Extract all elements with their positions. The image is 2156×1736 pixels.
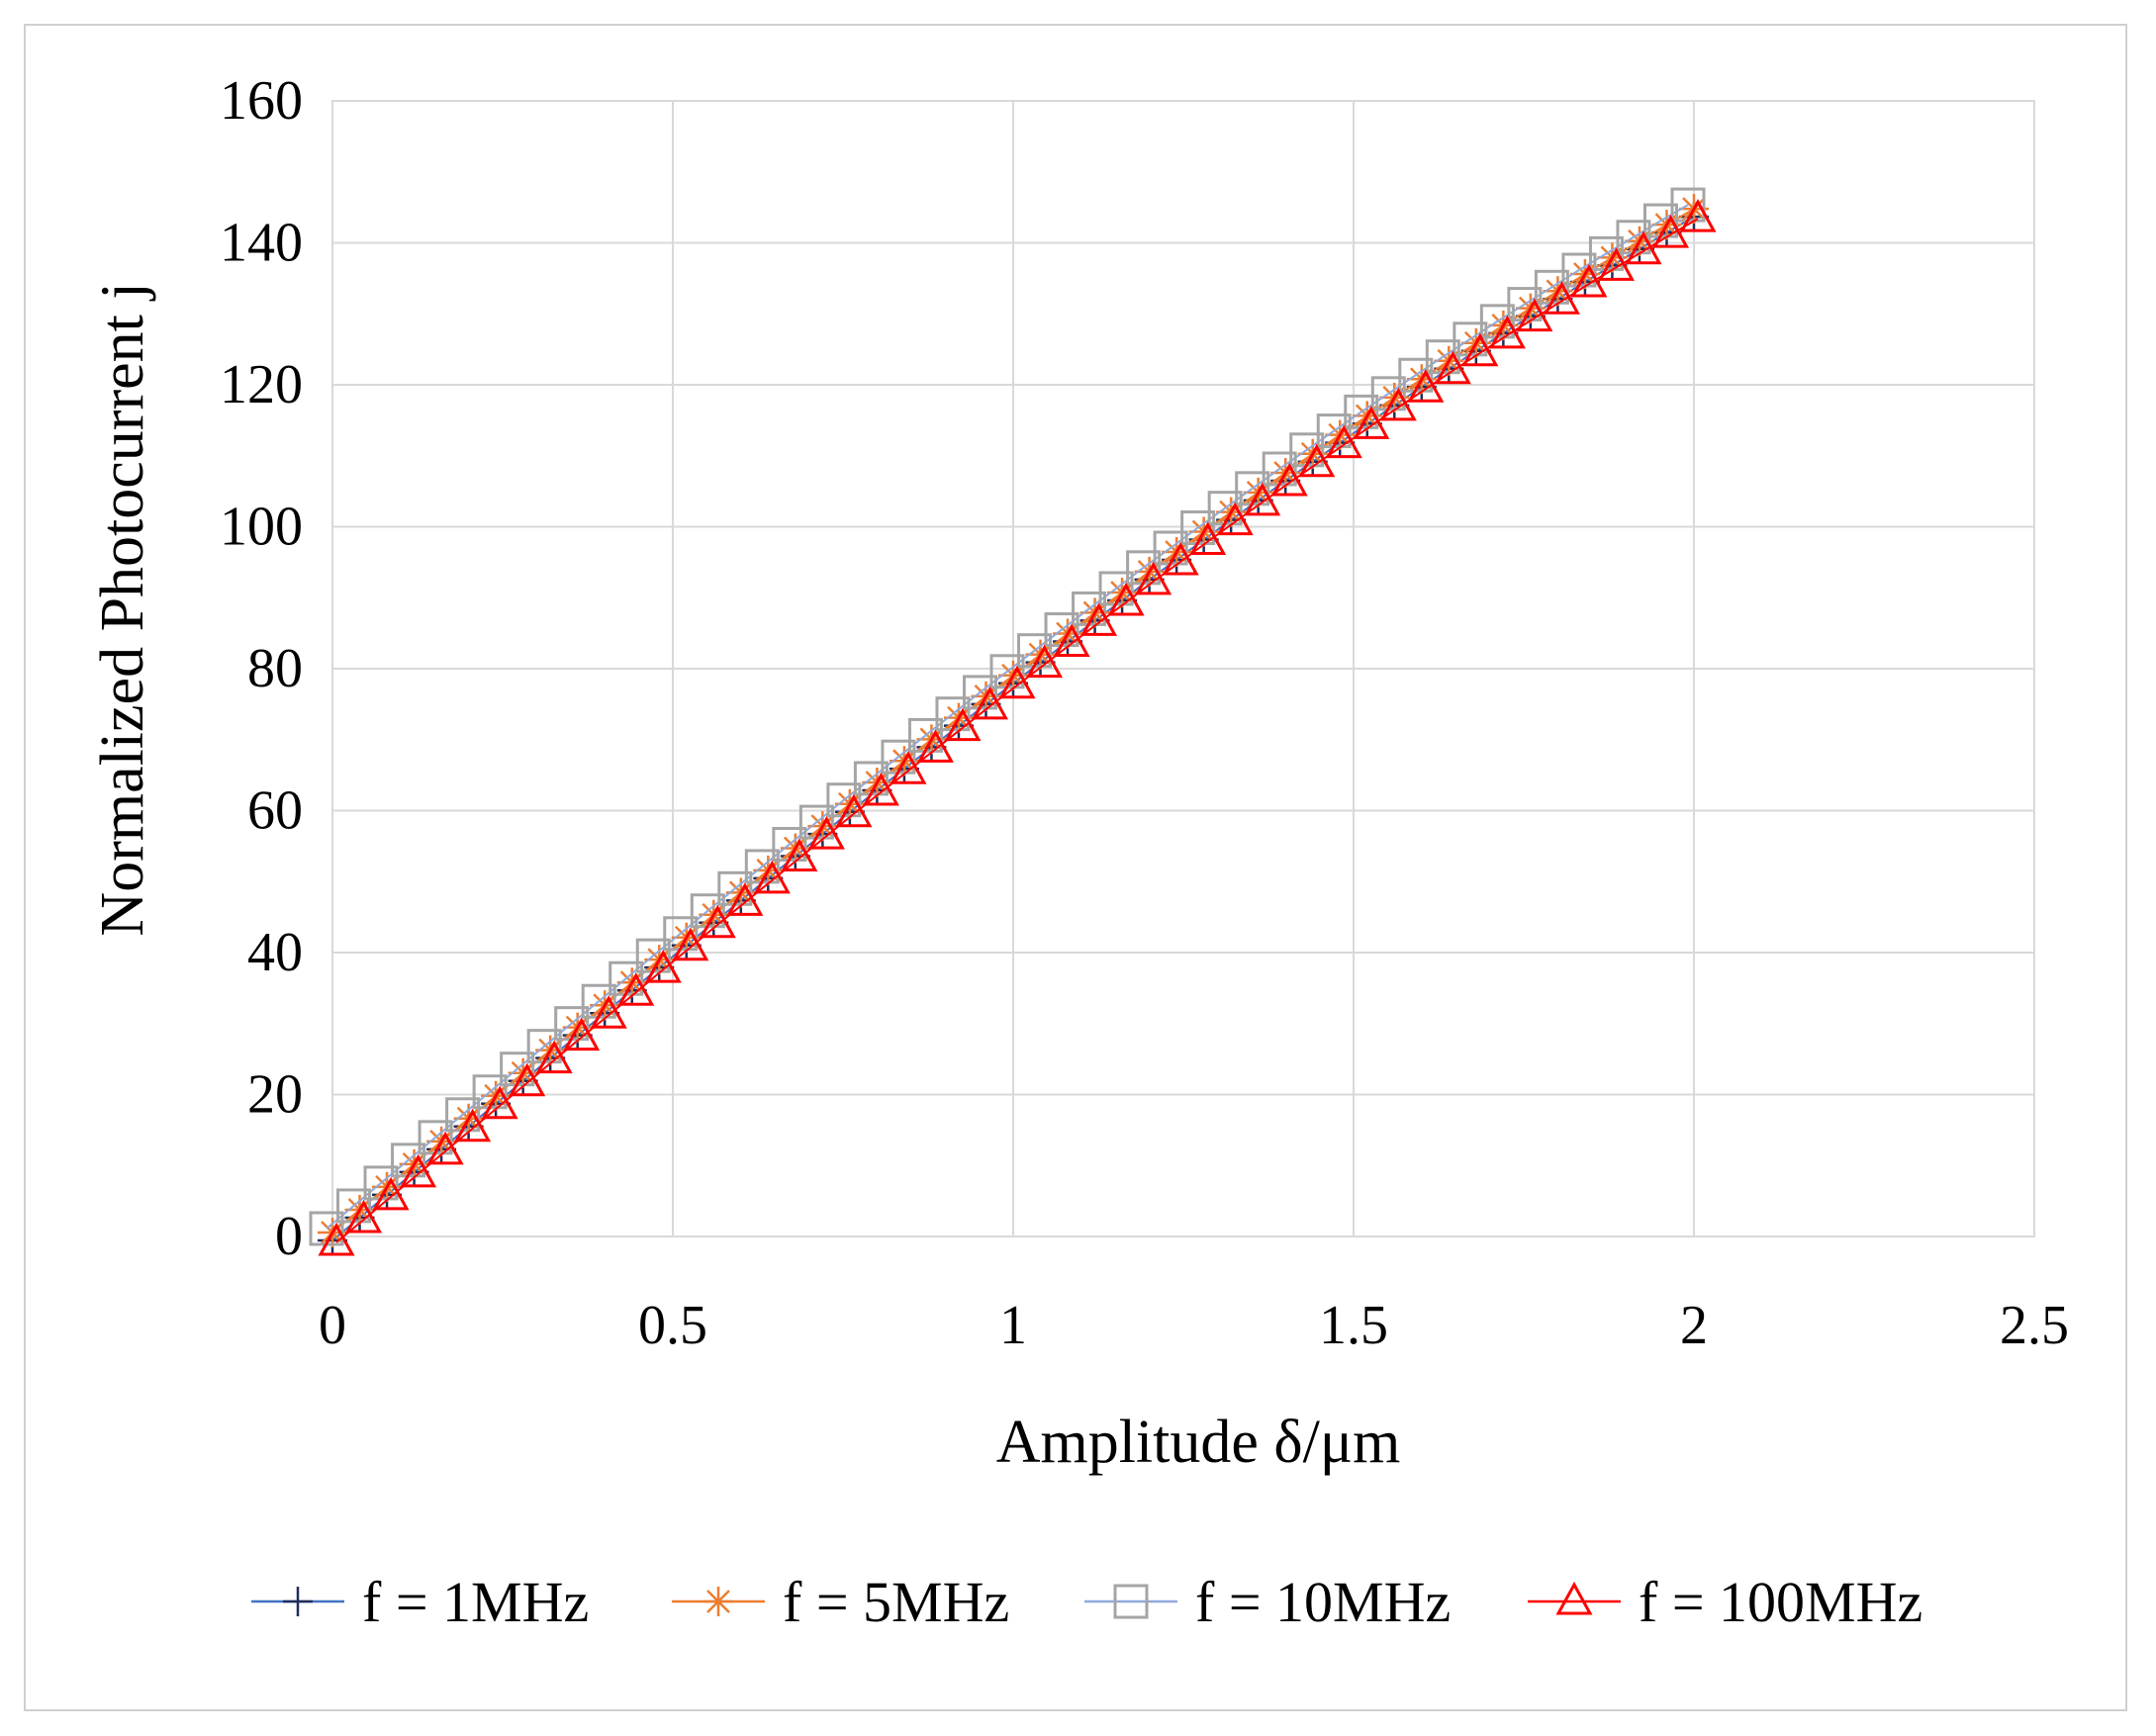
data-point <box>781 838 818 872</box>
y-tick-label: 100 <box>220 497 303 558</box>
legend-marker <box>283 1587 313 1616</box>
series-line <box>335 218 1699 1243</box>
x-axis-ticks: 0 0.5 1 1.5 2 2.5 <box>319 1295 2069 1356</box>
data-point <box>1325 424 1362 459</box>
data-point <box>1107 582 1145 616</box>
data-point <box>509 1062 546 1097</box>
data-point <box>807 816 845 850</box>
data-point <box>862 772 899 806</box>
data-point <box>1543 281 1580 315</box>
y-axis-ticks: 0 20 40 60 80 100 120 140 160 <box>220 70 303 1267</box>
data-point <box>1597 247 1635 281</box>
data-point <box>1434 350 1471 385</box>
data-point <box>1379 387 1417 421</box>
series-line <box>326 204 1689 1230</box>
data-point <box>1080 602 1118 636</box>
data-point <box>1216 502 1254 536</box>
data-point <box>344 1199 383 1233</box>
legend-marker <box>1113 1584 1149 1619</box>
data-point <box>590 995 627 1029</box>
legend-label: f = 5MHz <box>783 1570 1009 1634</box>
legend-item-1: f = 1MHz <box>251 1570 589 1634</box>
series-4 <box>318 198 1717 1256</box>
y-tick-label: 40 <box>247 922 303 983</box>
legend-label: f = 1MHz <box>362 1570 589 1634</box>
data-point <box>454 1108 492 1142</box>
data-point <box>1135 561 1172 595</box>
data-point <box>1353 406 1390 439</box>
x-tick-label: 0.5 <box>638 1295 707 1356</box>
data-point <box>726 882 764 916</box>
x-tick-label: 0 <box>319 1295 346 1356</box>
y-tick-label: 0 <box>275 1206 303 1267</box>
data-point <box>644 950 682 983</box>
data-point <box>1270 462 1308 497</box>
legend-item-2: f = 5MHz <box>672 1570 1009 1634</box>
y-tick-label: 160 <box>220 70 303 132</box>
data-point <box>1679 198 1717 232</box>
data-point <box>1516 298 1553 332</box>
data-point <box>916 729 954 763</box>
x-tick-label: 1.5 <box>1319 1295 1388 1356</box>
data-point <box>1407 369 1445 403</box>
data-point <box>1162 541 1199 576</box>
y-axis-title: Normalized Photocurrent j <box>89 282 156 936</box>
data-point <box>753 860 791 894</box>
data-point <box>535 1040 573 1074</box>
legend-label: f = 100MHz <box>1639 1570 1922 1634</box>
legend-marker <box>1555 1581 1593 1615</box>
data-point <box>1488 315 1526 349</box>
y-tick-label: 140 <box>220 213 303 274</box>
x-tick-label: 2.5 <box>2000 1295 2069 1356</box>
data-point <box>372 1176 410 1211</box>
x-tick-label: 2 <box>1680 1295 1708 1356</box>
data-point <box>672 927 709 961</box>
data-point <box>426 1131 464 1165</box>
data-point <box>890 751 927 784</box>
legend-item-4: f = 100MHz <box>1528 1570 1922 1634</box>
y-tick-label: 80 <box>247 638 303 699</box>
data-point <box>1625 230 1662 265</box>
data-point <box>1651 214 1690 248</box>
data-point <box>563 1017 601 1051</box>
line-chart: 0 20 40 60 80 100 120 140 160 0 0.5 1 1.5 2 2.5 Norma… <box>89 70 2069 1634</box>
gridlines <box>331 100 2035 1237</box>
legend-marker <box>703 1587 733 1616</box>
x-tick-label: 1 <box>999 1295 1027 1356</box>
data-point <box>835 793 873 828</box>
data-point <box>1298 443 1336 478</box>
data-point <box>318 1222 355 1256</box>
y-tick-label: 60 <box>247 780 303 842</box>
data-point <box>617 972 655 1006</box>
data-point <box>481 1085 518 1120</box>
data-point <box>1244 482 1281 516</box>
legend-item-3: f = 10MHz <box>1084 1570 1451 1634</box>
data-point <box>1025 644 1064 679</box>
x-axis-title: Amplitude δ/μm <box>996 1409 1401 1476</box>
data-point <box>998 665 1036 699</box>
data-point <box>1053 623 1090 658</box>
data-point <box>1461 332 1499 367</box>
data-point <box>1189 521 1227 556</box>
legend: f = 1MHz f = 5MHz f = 10MHz f = 100MHz <box>251 1570 1922 1634</box>
figure-frame: 0 20 40 60 80 100 120 140 160 0 0.5 1 1.5 2 2.5 Norma… <box>24 24 2127 1711</box>
y-tick-label: 20 <box>247 1064 303 1126</box>
data-point <box>1570 263 1608 298</box>
data-point <box>944 707 982 742</box>
legend-label: f = 10MHz <box>1195 1570 1451 1634</box>
data-point <box>699 904 736 939</box>
data-point <box>971 685 1009 720</box>
y-tick-label: 120 <box>220 354 303 415</box>
data-point <box>400 1153 437 1188</box>
series-group <box>309 187 1717 1256</box>
